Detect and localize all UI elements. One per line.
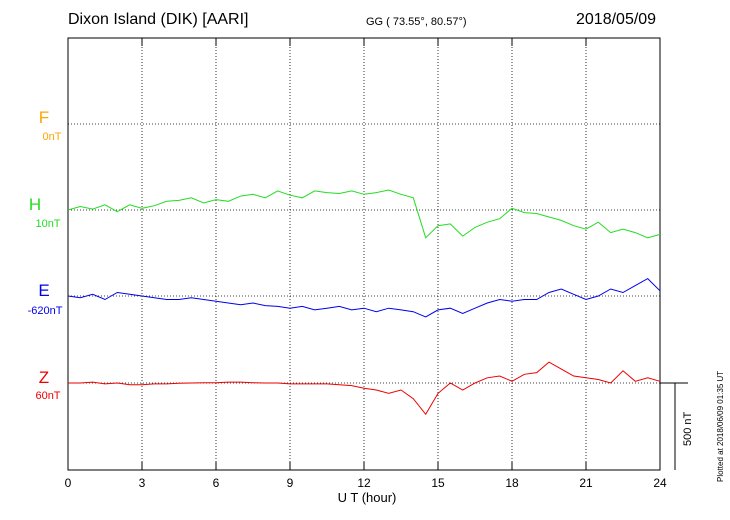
series-line-z [68,361,661,416]
channel-baseline-e: -620nT [27,305,63,317]
channel-baseline-h: 10nT [35,218,61,230]
series-line-e [67,277,661,318]
x-tick-label: 24 [653,476,667,490]
station-title: Dixon Island (DIK) [AARI] [68,11,249,28]
x-tick-label: 18 [505,476,519,490]
channel-baseline-f: 0nT [42,131,62,143]
channel-baseline-z: 60nT [35,390,61,402]
channel-label-z: Z [38,368,50,387]
date-label: 2018/05/09 [576,11,657,28]
x-tick-label: 6 [213,476,220,490]
grid [68,38,660,470]
x-tick-label: 9 [287,476,294,490]
channel-label-e: E [38,281,50,300]
x-tick-label: 0 [65,476,72,490]
series-line-h [67,189,661,239]
x-ticks: 0 3 6 9 12 15 18 21 24 [65,38,667,490]
scale-bar-label: 500 nT [682,411,694,446]
x-tick-label: 12 [357,476,371,490]
x-tick-label: 21 [579,476,593,490]
coordinates-label: GG ( 73.55°, 80.57°) [366,16,467,28]
plotted-timestamp: Plotted at 2018/06/09 01:35 UT [716,370,725,482]
x-tick-label: 15 [431,476,445,490]
series-group [67,189,661,416]
channel-label-f: F [38,108,50,127]
scale-bar: 500 nT [660,382,694,470]
channel-label-h: H [28,195,42,214]
x-tick-label: 3 [139,476,146,490]
x-axis-label: U T (hour) [338,490,397,505]
